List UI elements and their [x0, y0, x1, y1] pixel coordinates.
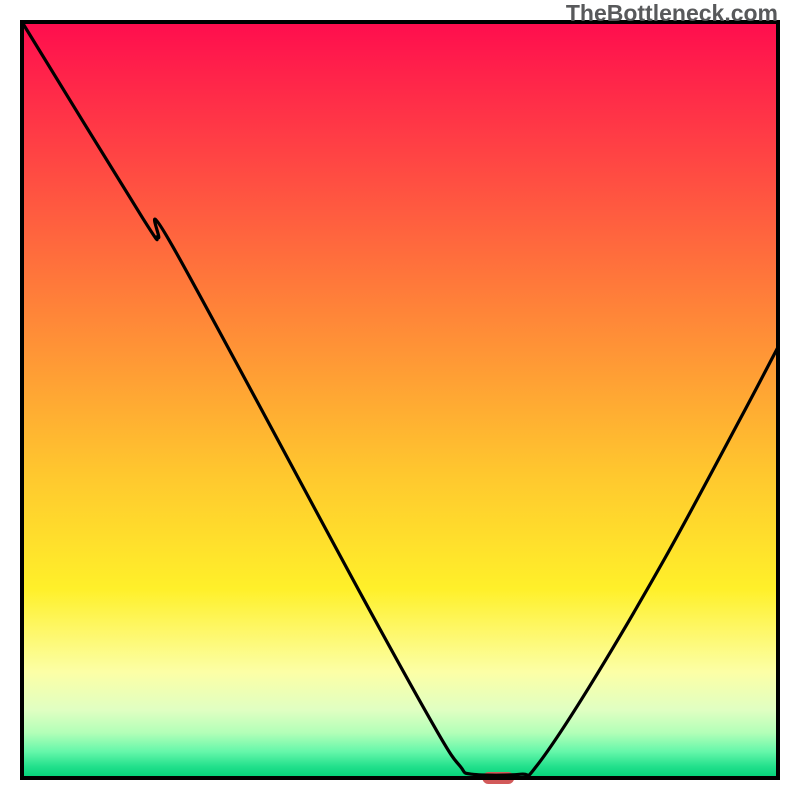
watermark-text: TheBottleneck.com [566, 0, 778, 27]
bottleneck-chart [0, 0, 800, 800]
